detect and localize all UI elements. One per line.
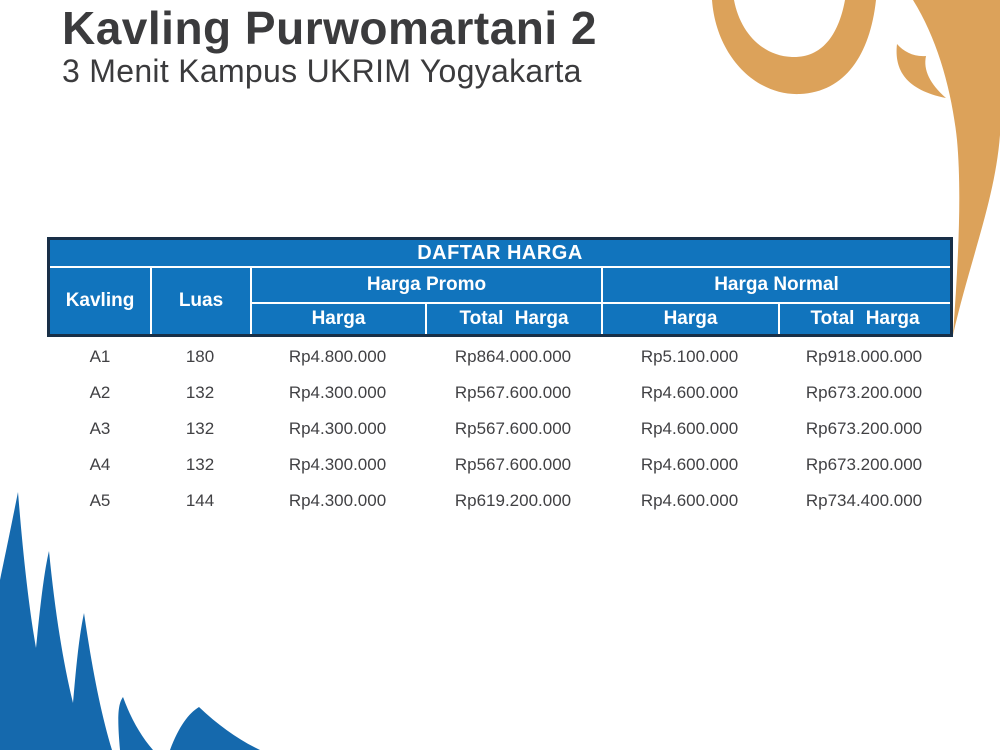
cell-normal-harga: Rp4.600.000 — [640, 419, 739, 438]
gold-hook-shape — [896, 44, 946, 98]
cell-kavling: A3 — [89, 419, 111, 438]
cell-promo-harga: Rp4.300.000 — [288, 455, 387, 474]
cell-promo-total: Rp567.600.000 — [454, 419, 572, 438]
price-table-header: DAFTAR HARGA Kavling Luas Harga Promo Ha… — [47, 237, 953, 337]
cell-luas: 132 — [185, 419, 215, 438]
column-header-luas: Luas — [150, 268, 250, 334]
column-header-normal-harga: Harga — [601, 302, 778, 334]
cell-promo-harga: Rp4.300.000 — [288, 383, 387, 402]
page-subtitle: 3 Menit Kampus UKRIM Yogyakarta — [62, 52, 582, 89]
flame-tail-shape — [170, 707, 260, 750]
flame-spike-shape — [118, 697, 153, 750]
cell-promo-harga: Rp4.300.000 — [288, 491, 387, 510]
cell-luas: 132 — [185, 383, 215, 402]
column-header-promo-harga: Harga — [250, 302, 425, 334]
cell-normal-total: Rp673.200.000 — [805, 455, 923, 474]
column-group-harga-normal: Harga Normal — [601, 268, 950, 302]
column-header-normal-total: Total Harga — [778, 302, 950, 334]
table-row: A5 144 Rp4.300.000 Rp619.200.000 Rp4.600… — [50, 483, 950, 519]
cell-normal-total: Rp673.200.000 — [805, 419, 923, 438]
cell-promo-total: Rp864.000.000 — [454, 347, 572, 366]
gold-crescent-shape — [712, 0, 876, 95]
price-table-body: A1 180 Rp4.800.000 Rp864.000.000 Rp5.100… — [47, 337, 953, 519]
table-row: A3 132 Rp4.300.000 Rp567.600.000 Rp4.600… — [50, 411, 950, 447]
cell-kavling: A4 — [89, 455, 111, 474]
table-row: A1 180 Rp4.800.000 Rp864.000.000 Rp5.100… — [50, 339, 950, 375]
table-title: DAFTAR HARGA — [50, 240, 950, 268]
cell-kavling: A2 — [89, 383, 111, 402]
page-title: Kavling Purwomartani 2 — [62, 2, 598, 54]
cell-normal-total: Rp918.000.000 — [805, 347, 923, 366]
column-group-harga-promo: Harga Promo — [250, 268, 601, 302]
column-header-kavling: Kavling — [65, 290, 135, 311]
blue-flame-decoration — [0, 492, 260, 750]
cell-promo-harga: Rp4.800.000 — [288, 347, 387, 366]
price-table: DAFTAR HARGA Kavling Luas Harga Promo Ha… — [47, 237, 953, 519]
cell-normal-total: Rp673.200.000 — [805, 383, 923, 402]
cell-normal-harga: Rp4.600.000 — [640, 383, 739, 402]
cell-normal-total: Rp734.400.000 — [805, 491, 923, 510]
cell-normal-harga: Rp4.600.000 — [640, 491, 739, 510]
cell-kavling: A1 — [89, 347, 111, 366]
table-row: A4 132 Rp4.300.000 Rp567.600.000 Rp4.600… — [50, 447, 950, 483]
column-header-promo-total: Total Harga — [425, 302, 601, 334]
flame-main-shape — [0, 492, 112, 750]
cell-luas: 132 — [185, 455, 215, 474]
cell-promo-total: Rp619.200.000 — [454, 491, 572, 510]
cell-promo-total: Rp567.600.000 — [454, 383, 572, 402]
cell-luas: 180 — [185, 347, 215, 366]
title-block: Kavling Purwomartani 2 3 Menit Kampus UK… — [62, 2, 598, 89]
cell-normal-harga: Rp5.100.000 — [640, 347, 739, 366]
table-row: A2 132 Rp4.300.000 Rp567.600.000 Rp4.600… — [50, 375, 950, 411]
cell-kavling: A5 — [89, 491, 111, 510]
cell-normal-harga: Rp4.600.000 — [640, 455, 739, 474]
cell-promo-harga: Rp4.300.000 — [288, 419, 387, 438]
cell-promo-total: Rp567.600.000 — [454, 455, 572, 474]
cell-luas: 144 — [185, 491, 215, 510]
